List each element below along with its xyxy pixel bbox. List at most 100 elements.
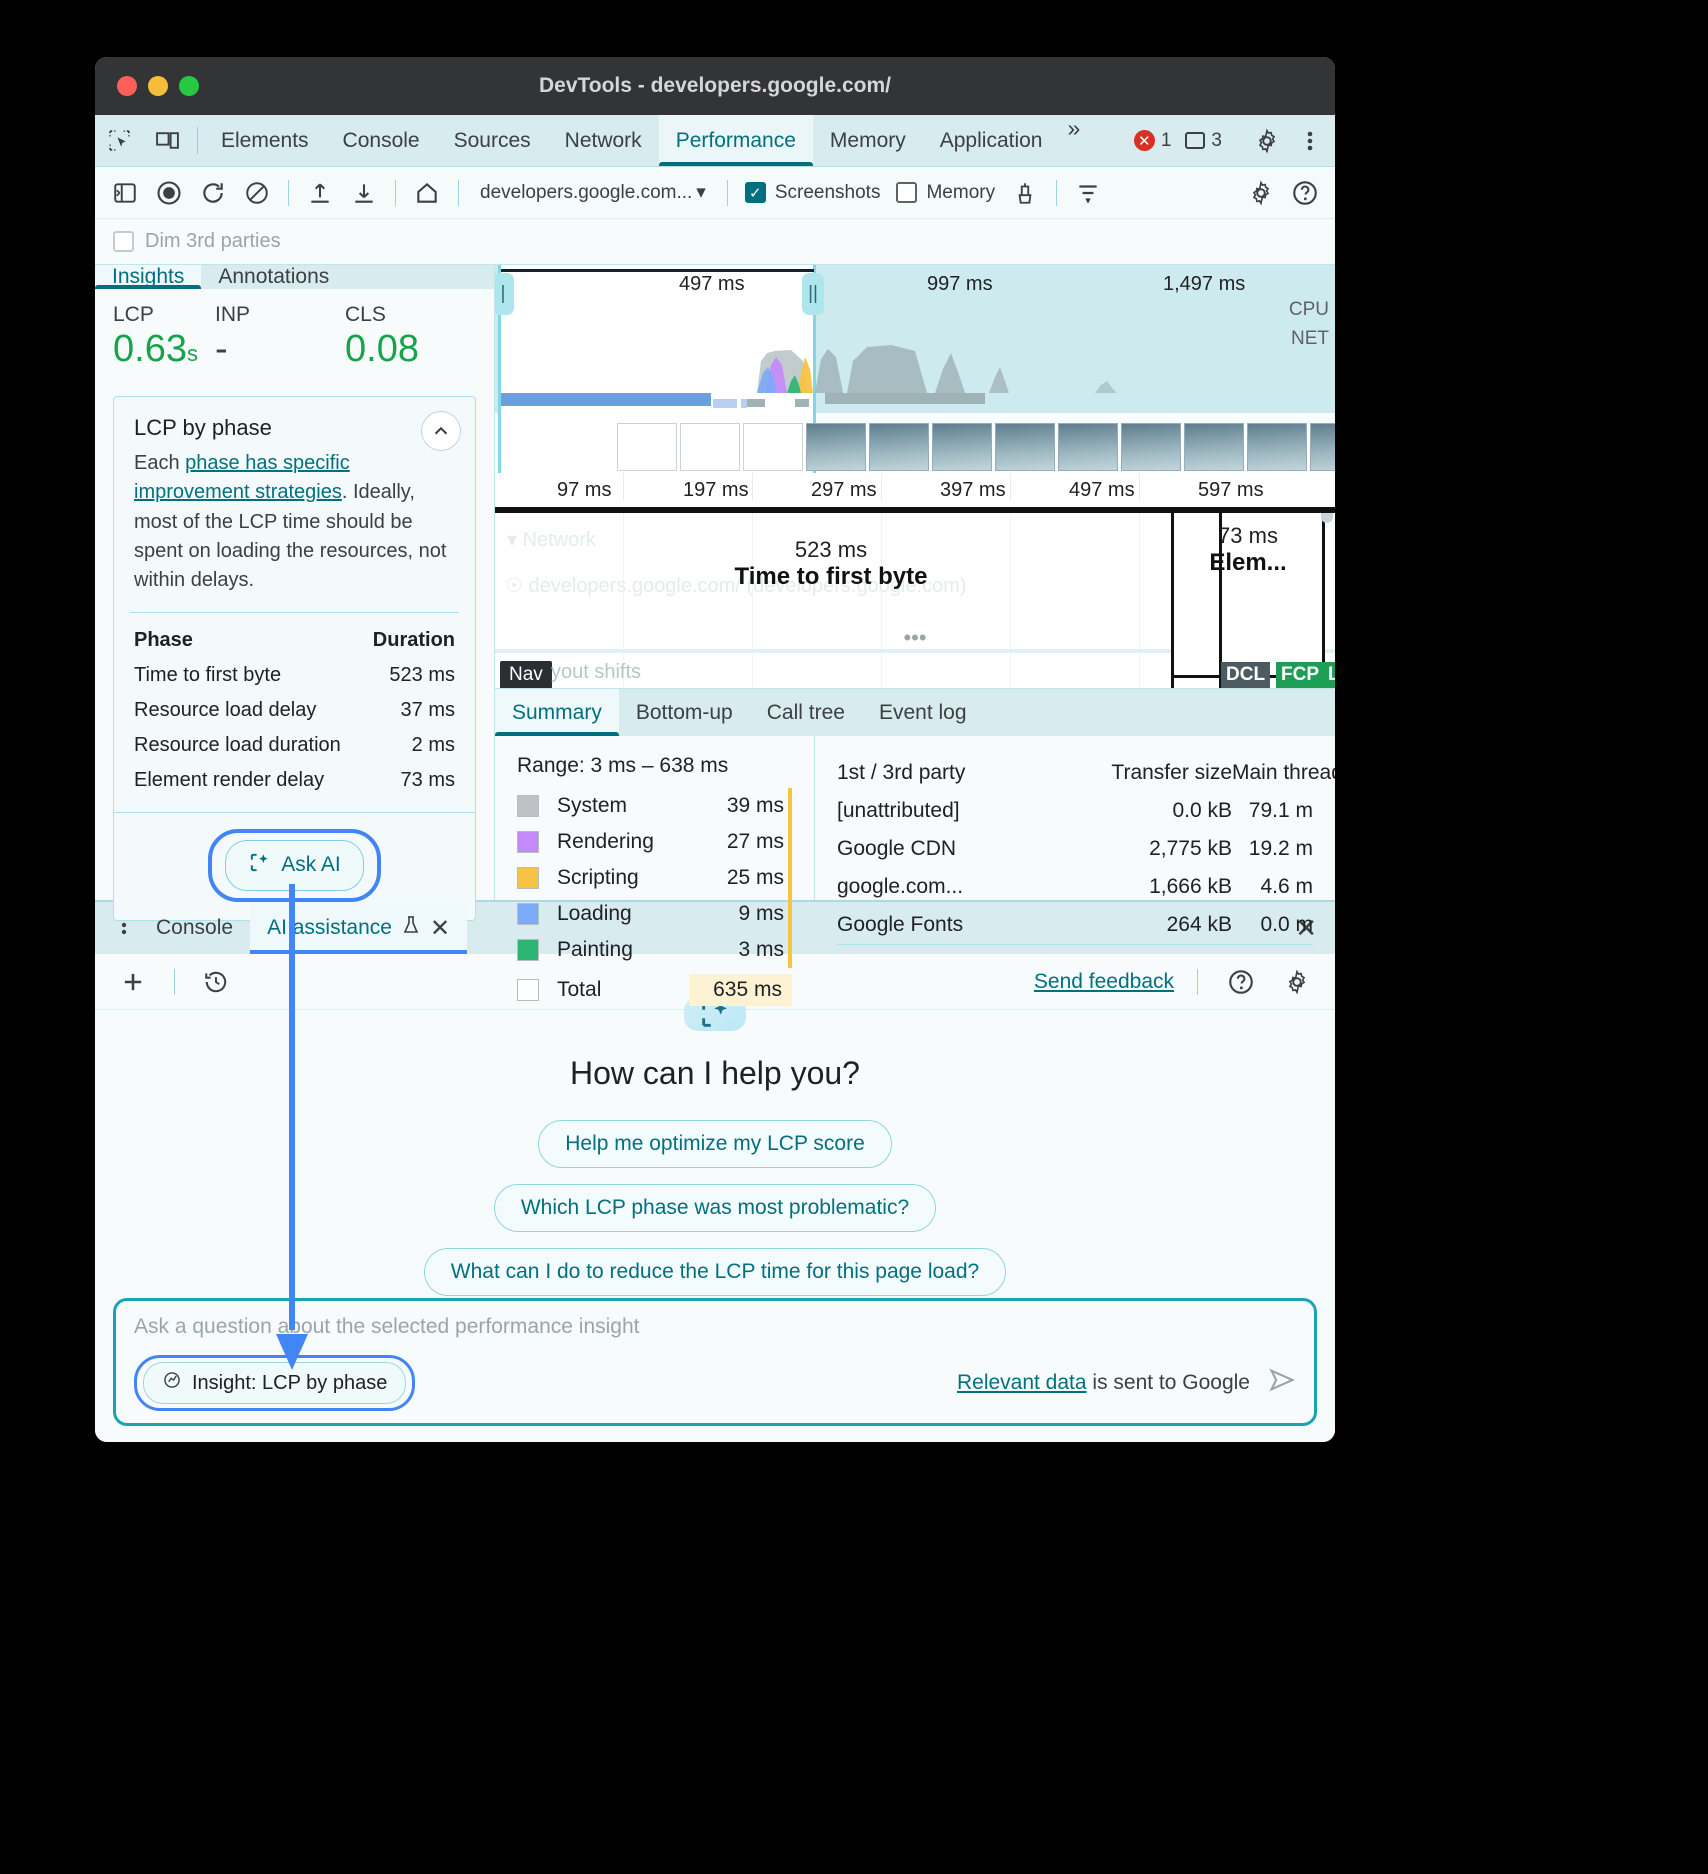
fcp-marker[interactable]: FCP [1276,662,1324,688]
drawer-help-icon[interactable] [1221,962,1261,1002]
load-profile-icon[interactable] [300,173,340,213]
device-toolbar-icon[interactable] [143,115,191,166]
tab-event-log[interactable]: Event log [878,700,967,724]
tab-summary[interactable]: Summary [495,689,619,736]
message-count-badge[interactable]: 3 [1185,130,1222,152]
drawer-tab-console[interactable]: Console [156,916,234,939]
tab-performance[interactable]: Performance [658,115,814,166]
dcl-marker[interactable]: DCL [1221,662,1271,688]
tracks-scrollbar[interactable] [1321,513,1333,523]
network-throttle-icon[interactable] [1068,173,1108,213]
reload-and-record-button[interactable] [193,173,233,213]
ask-ai-button[interactable]: Ask AI [225,839,364,891]
suggestion-chip-2[interactable]: Which LCP phase was most problematic? [493,1183,937,1232]
close-tab-icon[interactable]: ✕ [429,914,451,942]
new-chat-button[interactable] [113,962,153,1002]
tab-insights[interactable]: Insights [95,265,202,289]
layout-shifts-track-label[interactable]: yout shifts [551,661,642,683]
chat-history-button[interactable] [196,962,236,1002]
list-item[interactable]: Rendering 27 ms [517,824,793,860]
suggestion-chip-3[interactable]: What can I do to reduce the LCP time for… [423,1247,1007,1296]
screenshots-checkbox[interactable]: ✓ Screenshots [739,182,887,204]
list-item[interactable]: Loading 9 ms [517,896,792,932]
list-item[interactable]: System 39 ms [517,788,793,824]
overview-left-handle[interactable]: | [495,273,514,315]
collect-garbage-icon[interactable] [1005,173,1045,213]
window-controls[interactable] [95,76,199,96]
clear-recording-button[interactable] [237,173,277,213]
list-item[interactable]: Painting 3 ms [517,932,792,968]
error-count-badge[interactable]: ✕ 1 [1133,130,1171,152]
table-row[interactable]: Resource load delay 37 ms [134,693,455,728]
filmstrip-frame[interactable] [806,423,866,471]
lcp-marker[interactable]: L [1323,662,1335,688]
expand-tracks-ellipsis[interactable]: ••• [903,625,927,650]
inspect-element-icon[interactable] [95,115,143,166]
memory-checkbox[interactable]: Memory [890,182,1001,204]
record-button[interactable] [149,173,189,213]
filmstrip-frame[interactable] [1184,423,1244,471]
metric-cls[interactable]: CLS 0.08 [345,303,447,372]
send-feedback-link[interactable]: Send feedback [1033,969,1174,993]
relevant-data-link[interactable]: Relevant data [956,1371,1087,1394]
tab-call-tree[interactable]: Call tree [766,700,845,724]
save-profile-icon[interactable] [344,173,384,213]
tab-console[interactable]: Console [342,128,420,152]
close-drawer-button[interactable]: ✕ [1295,912,1317,943]
filmstrip-frame[interactable] [680,423,740,471]
filmstrip-frame[interactable] [1247,423,1307,471]
close-window-button[interactable] [117,76,137,96]
filmstrip-frame[interactable] [617,423,677,471]
table-row[interactable]: [unattributed] 0.0 kB 79.1 m [837,792,1313,830]
home-icon[interactable] [407,173,447,213]
filmstrip-frame[interactable] [1121,423,1181,471]
network-request-row[interactable]: ☉ developers.google.com/ (developers.goo… [505,575,967,597]
drawer-tab-ai-assistance[interactable]: AI assistance ✕ [250,902,468,954]
tab-sources[interactable]: Sources [453,128,531,152]
tab-annotations[interactable]: Annotations [218,265,330,288]
metric-inp[interactable]: INP - [215,303,317,372]
filmstrip-row[interactable] [495,413,1335,473]
nav-chip[interactable]: Nav [500,661,552,688]
improvement-strategies-link[interactable]: phase has specific improvement strategie… [134,451,350,504]
more-tabs-icon[interactable]: » [1067,115,1081,141]
filmstrip-frame[interactable] [932,423,992,471]
tab-bottom-up[interactable]: Bottom-up [635,700,733,724]
element-render-delay-overlay[interactable]: 73 ms Elem... [1171,513,1325,678]
timeline-tracks[interactable]: ▾ Network ☉ developers.google.com/ (deve… [495,513,1335,688]
filmstrip-frame[interactable] [1310,423,1335,471]
network-track-label[interactable]: ▾ Network [507,529,596,551]
tab-elements[interactable]: Elements [221,128,309,152]
table-row[interactable]: Time to first byte 523 ms [134,658,455,693]
drawer-settings-gear-icon[interactable] [1277,962,1317,1002]
ttfb-overlay[interactable]: 523 ms Time to first byte [701,537,961,591]
table-row[interactable]: google.com... 1,666 kB 4.6 m [837,868,1313,906]
tab-application[interactable]: Application [939,128,1043,152]
table-row[interactable]: Google CDN 2,775 kB 19.2 m [837,830,1313,868]
capture-settings-gear-icon[interactable] [1241,173,1281,213]
list-item[interactable]: Scripting 25 ms [517,860,793,896]
filmstrip-frame[interactable] [869,423,929,471]
table-row[interactable]: Resource load duration 2 ms [134,728,455,763]
help-icon[interactable] [1285,173,1325,213]
suggestion-chip-1[interactable]: Help me optimize my LCP score [538,1119,892,1168]
dim-third-parties-row[interactable]: Dim 3rd parties [95,219,1335,265]
more-options-icon[interactable] [1295,129,1325,153]
overview-right-handle[interactable]: || [802,273,824,315]
tab-memory[interactable]: Memory [829,128,906,152]
settings-gear-icon[interactable] [1243,128,1291,154]
context-chip[interactable]: Insight: LCP by phase [143,1362,407,1404]
filmstrip-frame[interactable] [995,423,1055,471]
ai-input-placeholder[interactable]: Ask a question about the selected perfor… [134,1315,640,1338]
timeline-ruler[interactable]: 97 ms 197 ms 297 ms 397 ms 497 ms 597 ms [495,473,1335,513]
metric-lcp[interactable]: LCP 0.63s [113,303,215,372]
filmstrip-frame[interactable] [743,423,803,471]
tab-network[interactable]: Network [564,128,642,152]
origin-selector[interactable]: developers.google.com... ▾ [470,181,716,204]
table-row[interactable]: Google Fonts 264 kB 0.0 m [837,906,1313,945]
collapse-card-button[interactable] [421,410,461,451]
minimize-window-button[interactable] [148,76,168,96]
ai-input-container[interactable]: Ask a question about the selected perfor… [113,1298,1317,1426]
overview-selection-window[interactable] [498,265,816,413]
maximize-window-button[interactable] [179,76,199,96]
